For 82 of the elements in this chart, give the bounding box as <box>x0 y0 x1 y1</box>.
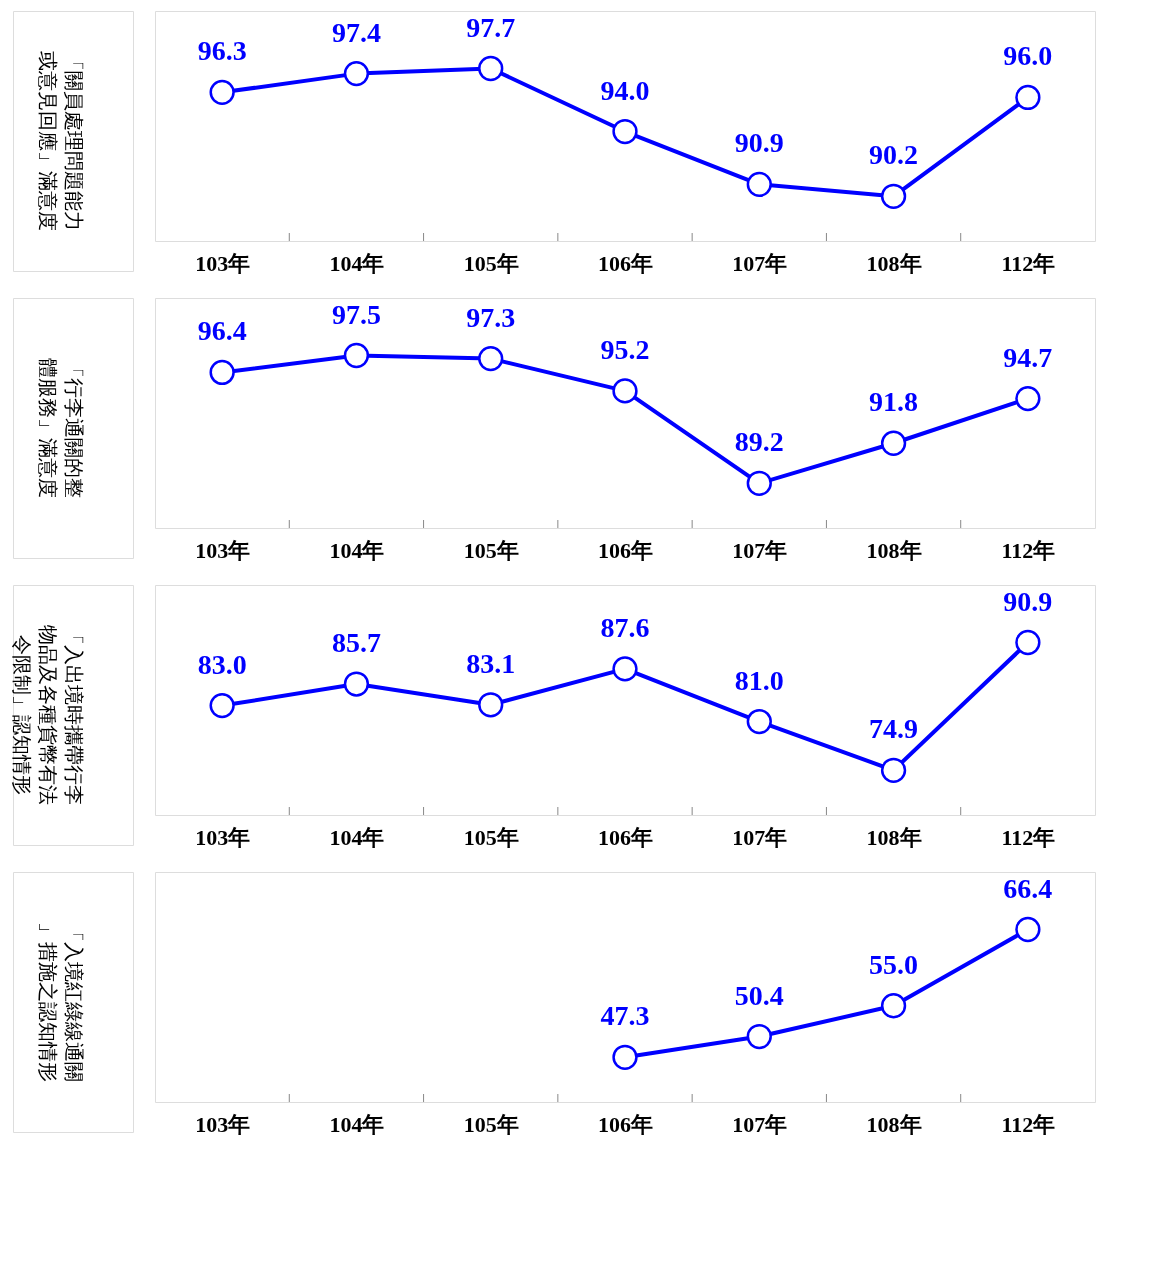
x-tick-label: 104年 <box>329 824 385 850</box>
x-tick-label: 105年 <box>463 250 519 276</box>
point <box>478 692 504 718</box>
data-label: 94.0 <box>600 74 650 106</box>
x-tick-label: 112年 <box>1001 1111 1056 1137</box>
data-label: 96.4 <box>197 315 247 347</box>
point <box>880 757 907 783</box>
point <box>746 708 772 735</box>
data-label: 90.2 <box>869 139 919 171</box>
point <box>478 55 504 82</box>
text: 「行李通關的整體服務」滿意度 <box>36 358 86 498</box>
x-tick-label: 107年 <box>732 537 788 563</box>
x-tick-label: 108年 <box>866 250 922 276</box>
x-tick-label: 106年 <box>598 824 653 850</box>
x-tick-label: 103年 <box>195 250 251 276</box>
point <box>880 993 907 1019</box>
x-tick-label: 112年 <box>1001 250 1056 276</box>
x-tick-label: 112年 <box>1001 537 1056 563</box>
point <box>209 692 235 719</box>
data-label: 90.9 <box>1003 585 1053 617</box>
x-tick-label: 107年 <box>732 1111 788 1137</box>
data-label: 90.9 <box>734 127 784 159</box>
x-tick-label: 103年 <box>195 537 251 563</box>
point <box>343 671 370 697</box>
data-label: 47.3 <box>600 1000 650 1032</box>
x-tick-label: 106年 <box>598 1111 653 1137</box>
point <box>746 171 772 197</box>
x-tick-label: 107年 <box>732 824 788 850</box>
point <box>343 342 370 369</box>
point <box>880 183 907 209</box>
point <box>1015 385 1041 412</box>
x-tick-label: 105年 <box>463 824 519 850</box>
text: 「入境紅綠線通關」措施之認知情形 <box>36 922 86 1082</box>
point <box>343 60 370 87</box>
text: 「入出境時攜帶行李物品及各種貨幣有法令限制」認知情形 <box>10 625 86 805</box>
point <box>1015 629 1041 656</box>
x-tick-label: 103年 <box>195 1111 251 1137</box>
data-label: 95.2 <box>600 333 650 365</box>
point <box>1015 84 1041 111</box>
data-label: 97.4 <box>331 16 381 48</box>
x-tick-label: 104年 <box>329 1111 385 1137</box>
data-label: 97.3 <box>466 301 516 333</box>
x-tick-label: 104年 <box>329 537 385 563</box>
x-tick-label: 108年 <box>866 824 922 850</box>
text: 「關員處理問題能力或意見回應」滿意度 <box>36 51 86 231</box>
x-tick-label: 106年 <box>598 250 653 276</box>
data-label: 96.0 <box>1003 40 1053 72</box>
point <box>746 470 772 496</box>
point <box>612 656 638 682</box>
data-label: 83.1 <box>466 647 516 679</box>
data-label: 85.7 <box>331 627 381 659</box>
data-label: 74.9 <box>869 713 919 745</box>
x-tick-label: 106年 <box>598 537 653 563</box>
data-label: 55.0 <box>869 948 919 980</box>
point <box>612 1044 638 1070</box>
point <box>612 378 638 404</box>
point <box>880 430 907 456</box>
data-label: 89.2 <box>734 426 784 458</box>
data-label: 96.3 <box>197 35 247 67</box>
point <box>1015 916 1041 943</box>
data-label: 91.8 <box>869 386 919 418</box>
data-label: 97.5 <box>331 298 381 330</box>
point <box>746 1023 772 1050</box>
point <box>612 118 638 145</box>
data-label: 97.7 <box>466 11 516 43</box>
x-tick-label: 104年 <box>329 250 385 276</box>
x-tick-label: 112年 <box>1001 824 1056 850</box>
data-label: 87.6 <box>600 611 650 643</box>
x-tick-label: 103年 <box>195 824 251 850</box>
data-label: 66.4 <box>1003 872 1053 904</box>
x-tick-label: 108年 <box>866 537 922 563</box>
x-tick-label: 107年 <box>732 250 788 276</box>
data-label: 94.7 <box>1003 341 1053 373</box>
point <box>209 79 235 105</box>
x-tick-label: 105年 <box>463 1111 519 1137</box>
x-tick-label: 108年 <box>866 1111 922 1137</box>
data-label: 83.0 <box>197 648 247 680</box>
x-tick-label: 105年 <box>463 537 519 563</box>
point <box>209 359 235 386</box>
point <box>478 345 504 372</box>
data-label: 81.0 <box>734 664 784 696</box>
data-label: 50.4 <box>734 979 784 1011</box>
